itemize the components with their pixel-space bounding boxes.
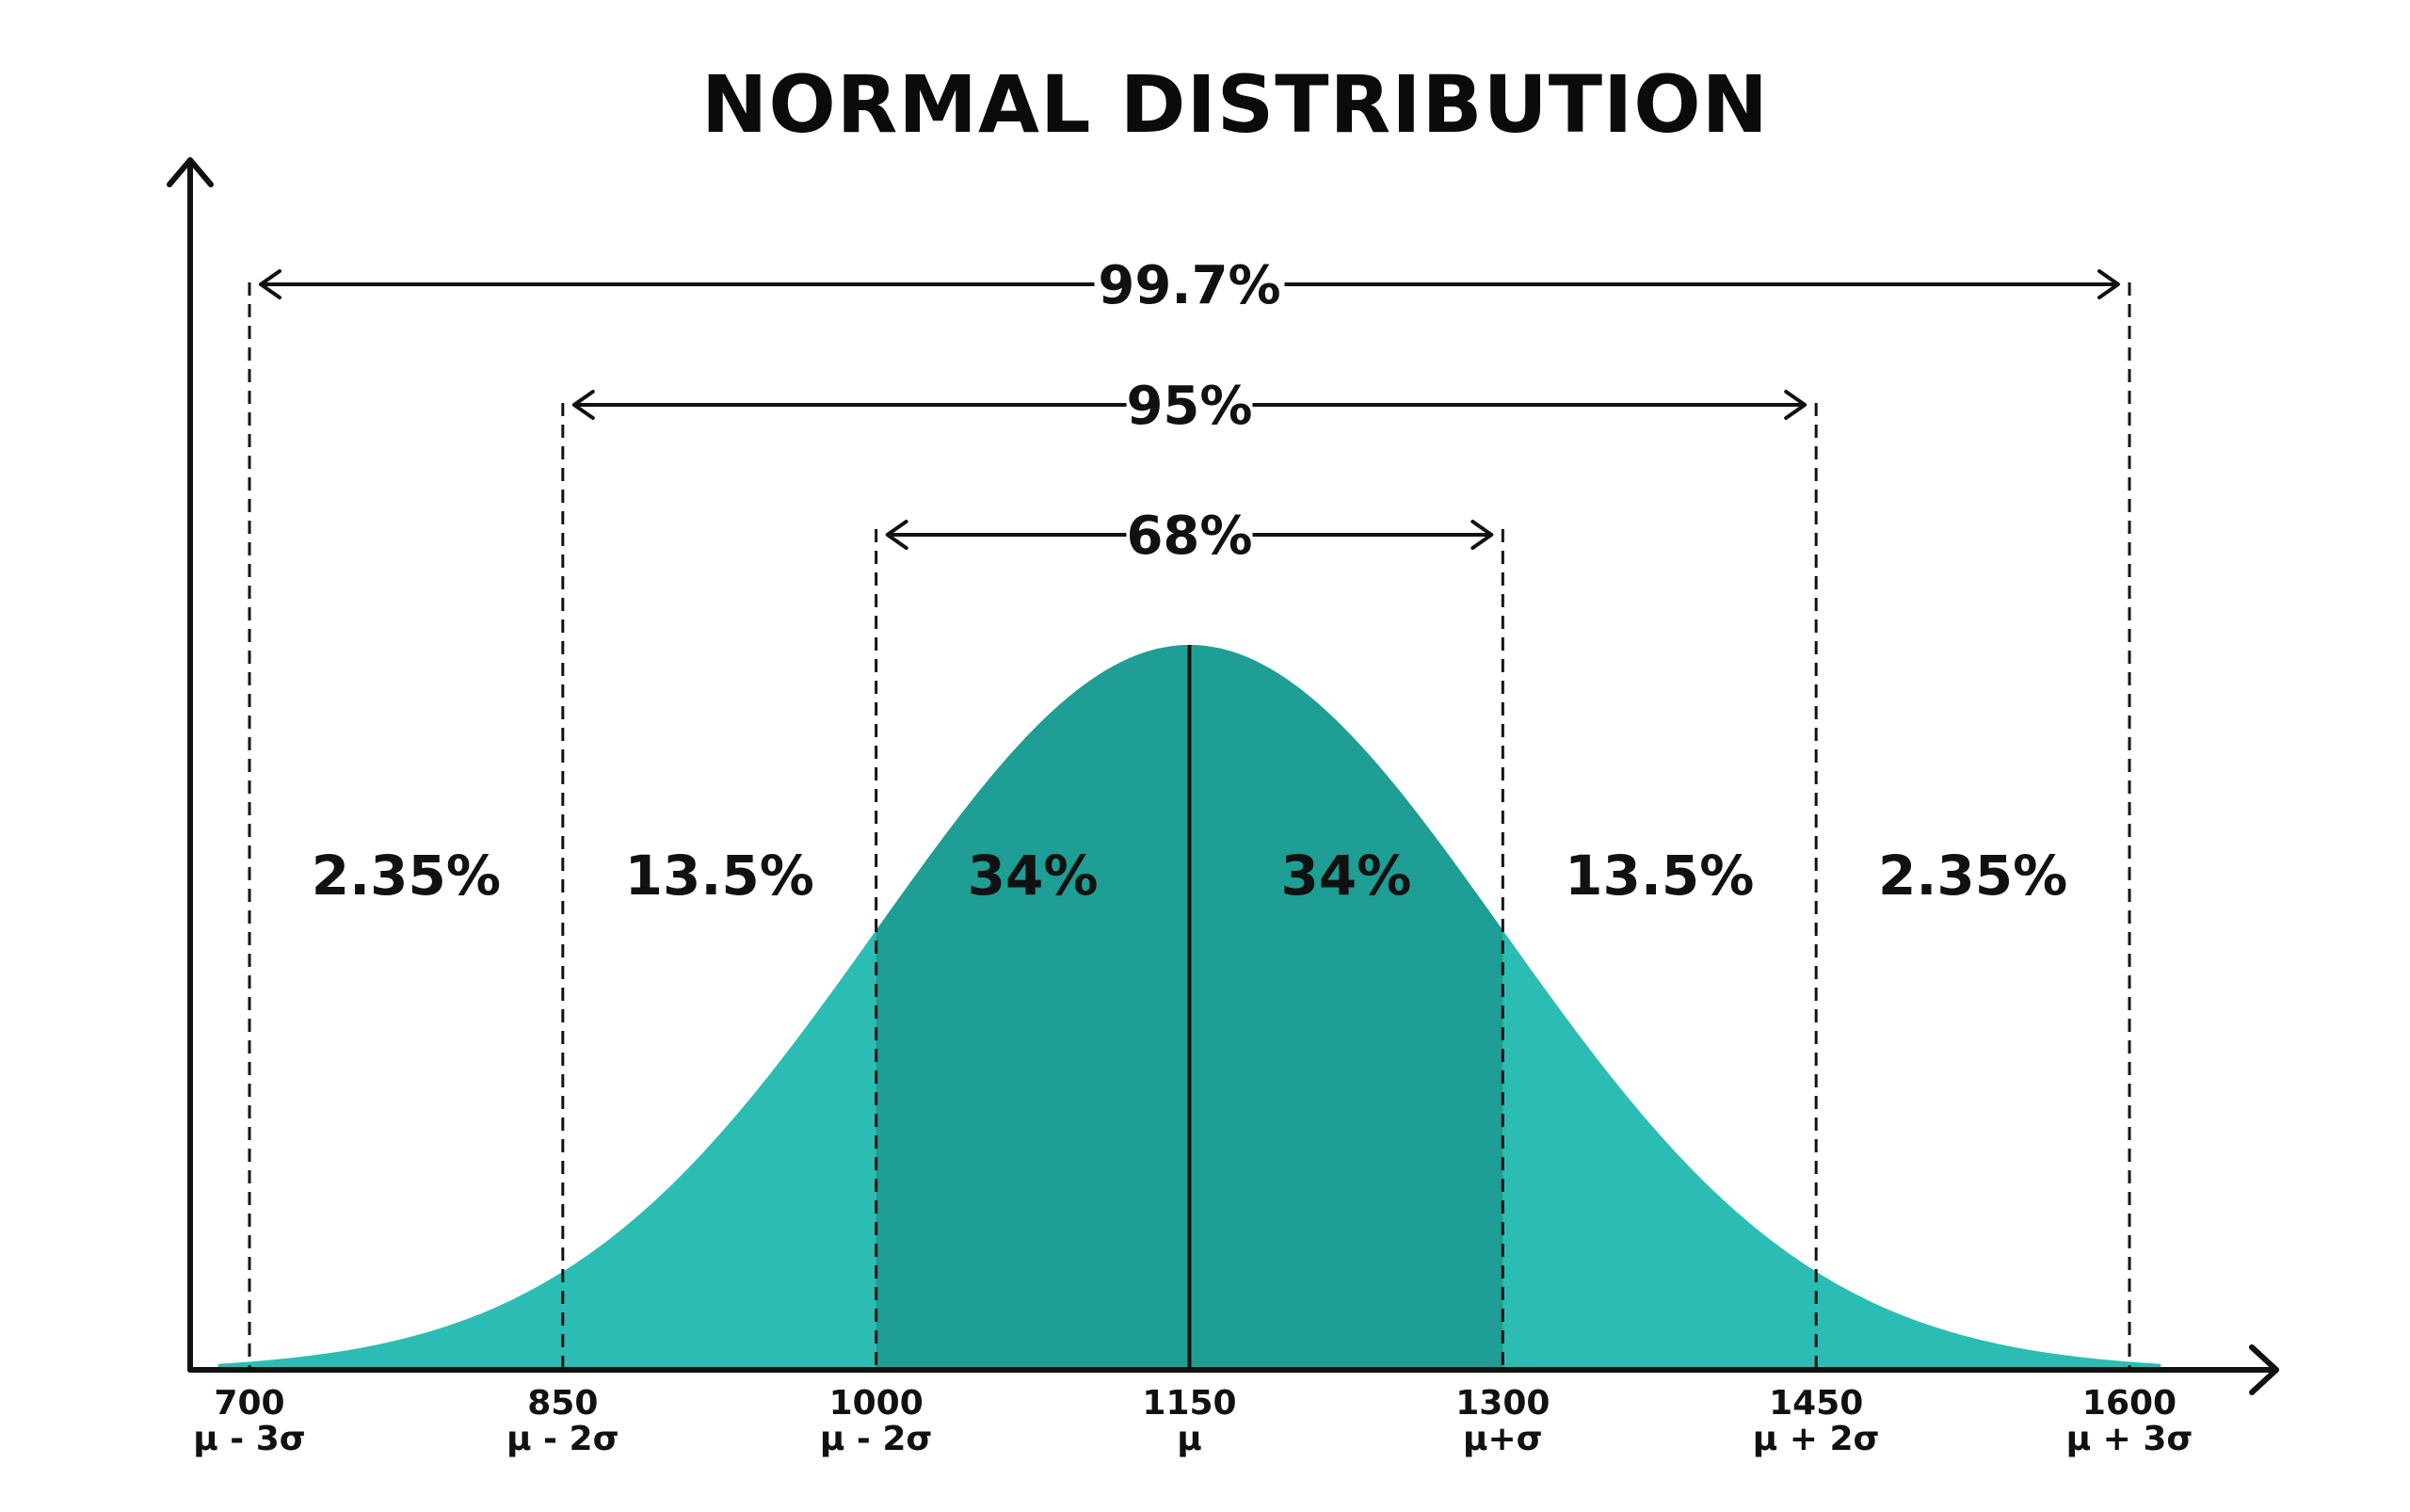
tick-value: 700 bbox=[214, 1384, 284, 1423]
span-label: 95% bbox=[1126, 376, 1252, 437]
tick-sigma-label: μ+σ bbox=[1463, 1420, 1543, 1458]
tick-sigma-label: μ - 3σ bbox=[193, 1420, 306, 1458]
tick-value: 850 bbox=[527, 1384, 598, 1423]
axes bbox=[167, 157, 2279, 1395]
arrow-right-icon bbox=[1470, 520, 1494, 550]
region-label: 2.35% bbox=[1878, 844, 2067, 908]
span-annotation: 95% bbox=[571, 376, 1808, 437]
tick-sigma-label: μ - 2σ bbox=[506, 1420, 619, 1458]
arrow-right-icon bbox=[2097, 269, 2120, 299]
tick-sigma-label: μ + 2σ bbox=[1753, 1420, 1880, 1458]
span-annotations: 99.7% 95% 68% bbox=[259, 255, 2120, 567]
arrow-left-icon bbox=[885, 520, 908, 550]
region-label: 34% bbox=[1281, 844, 1412, 908]
tick-value: 1300 bbox=[1455, 1384, 1550, 1423]
region-labels: 2.35% 13.5% 34% 34% 13.5% 2.35% bbox=[312, 844, 2067, 908]
arrow-left-icon bbox=[571, 390, 595, 420]
span-label: 68% bbox=[1126, 506, 1252, 567]
tick-value: 1000 bbox=[829, 1384, 924, 1423]
x-axis-arrow-icon bbox=[2249, 1344, 2279, 1395]
guide-lines bbox=[248, 282, 2131, 1370]
tick-value: 1600 bbox=[2082, 1384, 2177, 1423]
tick-value: 1450 bbox=[1769, 1384, 1863, 1423]
region-label: 34% bbox=[968, 844, 1099, 908]
arrow-right-icon bbox=[1784, 390, 1808, 420]
curve-layer bbox=[217, 645, 2161, 1370]
tick-sigma-label: μ - 2σ bbox=[820, 1420, 933, 1458]
span-annotation: 68% bbox=[885, 506, 1494, 567]
span-label: 99.7% bbox=[1098, 255, 1280, 316]
tick-value: 1150 bbox=[1142, 1384, 1236, 1423]
diagram-title: NORMAL DISTRIBUTION bbox=[701, 58, 1769, 151]
region-label: 2.35% bbox=[312, 844, 501, 908]
region-label: 13.5% bbox=[625, 844, 814, 908]
region-label: 13.5% bbox=[1565, 844, 1754, 908]
span-annotation: 99.7% bbox=[259, 255, 2120, 316]
y-axis-arrow-icon bbox=[167, 157, 214, 187]
tick-sigma-label: μ + 3σ bbox=[2066, 1420, 2193, 1458]
arrow-left-icon bbox=[259, 269, 281, 299]
tick-sigma-label: μ bbox=[1177, 1420, 1202, 1458]
